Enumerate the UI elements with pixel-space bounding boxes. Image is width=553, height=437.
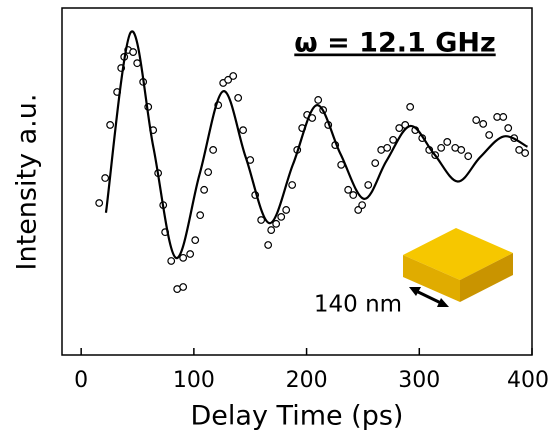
data-point (406, 102, 415, 111)
x-tick-label: 100 (173, 368, 215, 393)
data-point (395, 124, 404, 132)
data-point (196, 211, 205, 220)
data-point (383, 143, 392, 152)
arrow-head (437, 298, 449, 307)
data-point (485, 131, 494, 139)
data-point (389, 135, 398, 144)
data-point (437, 143, 446, 152)
cube-side (460, 253, 513, 302)
data-point (186, 250, 195, 258)
data-point (457, 146, 466, 154)
data-point (264, 241, 273, 249)
data-point (314, 96, 323, 104)
data-point (499, 113, 508, 121)
data-point (277, 212, 286, 221)
data-point (515, 146, 524, 154)
data-point (364, 181, 373, 189)
data-point (179, 253, 188, 262)
data-point (344, 185, 353, 194)
data-point (95, 199, 104, 207)
data-point (464, 152, 473, 161)
data-point (229, 72, 238, 80)
data-point (472, 116, 481, 124)
data-point (443, 138, 452, 146)
data-point (204, 168, 213, 177)
data-point (282, 206, 291, 214)
data-point (288, 181, 297, 189)
data-point (479, 119, 488, 128)
data-point (234, 93, 243, 102)
size-annotation: 140 nm (314, 292, 402, 318)
size-arrow (413, 288, 444, 306)
x-tick-label: 200 (286, 368, 328, 393)
data-point (349, 191, 358, 199)
data-point (191, 236, 200, 245)
data-point (106, 121, 115, 129)
data-point (239, 126, 248, 135)
data-point (354, 206, 363, 214)
data-point (504, 124, 513, 132)
data-point (358, 201, 367, 209)
data-point (257, 216, 266, 224)
cube-top (403, 228, 513, 280)
cube-front (403, 255, 460, 302)
data-point (272, 219, 281, 228)
data-point (167, 257, 176, 265)
data-point (179, 283, 188, 291)
x-tick-label: 0 (74, 368, 88, 393)
inset-cube (403, 228, 513, 307)
fit-line (104, 30, 529, 259)
data-point (129, 48, 138, 56)
y-axis-label: Intensity a.u. (12, 94, 43, 271)
x-tick-label: 400 (507, 368, 549, 393)
data-point (371, 159, 380, 168)
data-point (200, 185, 209, 194)
x-tick-label: 300 (398, 368, 440, 393)
data-point (521, 149, 530, 157)
data-point (101, 174, 110, 182)
arrow-head (409, 287, 421, 296)
data-point (267, 226, 276, 234)
x-axis-label: Delay Time (ps) (191, 401, 404, 432)
plot-frame (61, 7, 533, 356)
data-point (224, 75, 233, 84)
data-point (209, 146, 218, 154)
chart-title: ω = 12.1 GHz (294, 28, 495, 59)
